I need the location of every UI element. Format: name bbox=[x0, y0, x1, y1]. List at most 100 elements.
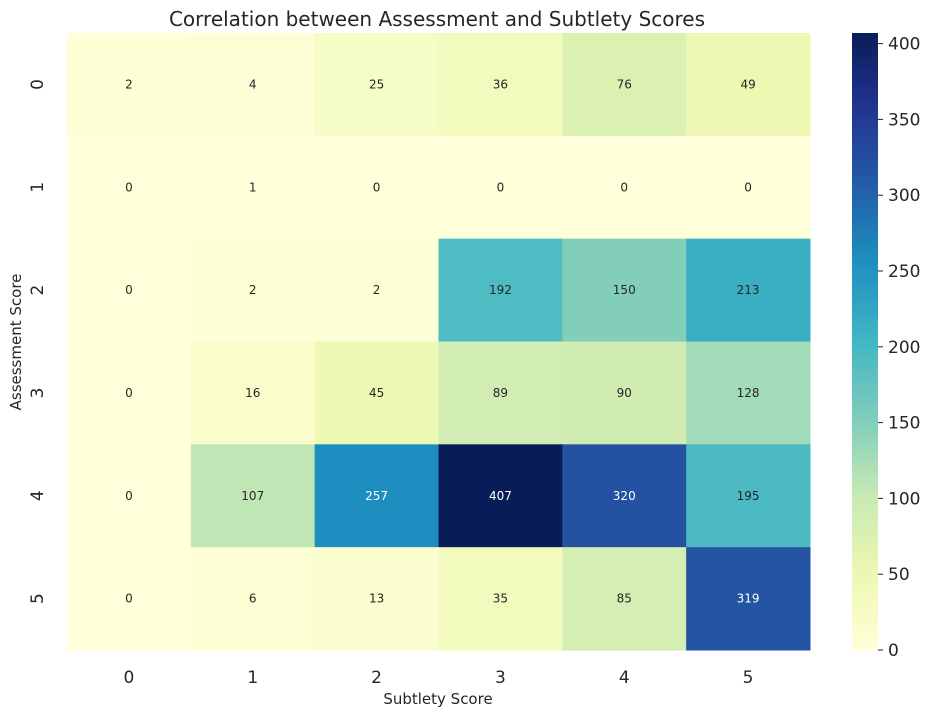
heatmap-cell bbox=[438, 33, 563, 137]
heatmap-cell bbox=[190, 135, 316, 240]
cell-value-label: 35 bbox=[493, 592, 508, 606]
heatmap-cell bbox=[438, 341, 563, 445]
x-tick-label: 0 bbox=[124, 668, 135, 688]
heatmap-cell bbox=[314, 135, 439, 240]
cell-value-label: 90 bbox=[617, 386, 632, 400]
heatmap-cell bbox=[562, 341, 687, 445]
heatmap-cell bbox=[190, 238, 316, 342]
cell-value-label: 2 bbox=[373, 283, 381, 297]
cell-value-label: 1 bbox=[249, 180, 257, 194]
colorbar-tick-label: 300 bbox=[888, 186, 920, 206]
heatmap-cell bbox=[190, 33, 316, 137]
cell-value-label: 195 bbox=[737, 489, 760, 503]
heatmap-cell bbox=[438, 135, 563, 240]
y-tick-label: 3 bbox=[28, 388, 48, 399]
heatmap-cell bbox=[314, 547, 439, 651]
heatmap-cell bbox=[314, 341, 439, 445]
cell-value-label: 0 bbox=[125, 180, 133, 194]
colorbar-tick-label: 400 bbox=[888, 35, 920, 55]
cell-value-label: 25 bbox=[369, 77, 384, 91]
cell-value-label: 150 bbox=[613, 283, 636, 297]
heatmap-cell bbox=[686, 444, 811, 548]
heatmap-cell bbox=[67, 444, 192, 548]
y-axis-ticks: 0 1 2 3 4 5 bbox=[28, 79, 48, 604]
cell-value-label: 0 bbox=[744, 180, 752, 194]
cell-value-label: 0 bbox=[497, 180, 505, 194]
y-tick-label: 0 bbox=[28, 79, 48, 90]
heatmap-cell bbox=[562, 444, 687, 548]
cell-value-label: 320 bbox=[613, 489, 636, 503]
heatmap-cell bbox=[314, 33, 439, 137]
heatmap-cell bbox=[190, 341, 316, 445]
chart-title: Correlation between Assessment and Subtl… bbox=[169, 7, 705, 31]
y-tick-label: 5 bbox=[28, 593, 48, 604]
cell-value-label: 89 bbox=[493, 386, 508, 400]
x-tick-label: 2 bbox=[371, 668, 382, 688]
heatmap-cell bbox=[67, 547, 192, 651]
colorbar-tick-label: 0 bbox=[888, 641, 899, 661]
heatmap-cell bbox=[438, 547, 563, 651]
heatmap-cell bbox=[67, 33, 192, 137]
colorbar-tick-label: 50 bbox=[888, 565, 910, 585]
cell-value-label: 76 bbox=[617, 77, 632, 91]
heatmap-cell bbox=[67, 238, 192, 342]
cell-value-label: 4 bbox=[249, 77, 257, 91]
heatmap-cell bbox=[562, 547, 687, 651]
colorbar-ticks: 0 50 100 150 200 250 300 350 400 bbox=[878, 35, 920, 661]
heatmap-cell bbox=[67, 135, 192, 240]
heatmap-cell bbox=[686, 238, 811, 342]
cell-value-label: 49 bbox=[740, 77, 755, 91]
cell-value-label: 0 bbox=[125, 283, 133, 297]
heatmap-cell bbox=[314, 238, 439, 342]
cell-value-label: 2 bbox=[125, 77, 133, 91]
heatmap-cell bbox=[562, 33, 687, 137]
heatmap-cell bbox=[190, 444, 316, 548]
cell-value-label: 36 bbox=[493, 77, 508, 91]
cell-value-label: 0 bbox=[373, 180, 381, 194]
x-tick-label: 1 bbox=[247, 668, 258, 688]
cell-value-label: 0 bbox=[620, 180, 628, 194]
cell-value-label: 2 bbox=[249, 283, 257, 297]
heatmap-cell bbox=[686, 135, 811, 240]
x-axis-ticks: 0 1 2 3 4 5 bbox=[124, 668, 754, 688]
heatmap-cell bbox=[686, 547, 811, 651]
cell-value-label: 319 bbox=[737, 592, 760, 606]
heatmap-cell bbox=[190, 547, 316, 651]
cell-value-label: 213 bbox=[737, 283, 760, 297]
cell-value-label: 107 bbox=[241, 489, 264, 503]
heatmap-cell bbox=[67, 341, 192, 445]
heatmap-cells: 2 4 25 36 76 49 0 1 0 0 0 0 0 2 2 192 150 213 0 16 45 89 90 128… bbox=[67, 33, 811, 651]
cell-value-label: 128 bbox=[737, 386, 760, 400]
cell-value-label: 0 bbox=[125, 592, 133, 606]
cell-value-label: 45 bbox=[369, 386, 384, 400]
colorbar-tick-label: 250 bbox=[888, 262, 920, 282]
heatmap-cell bbox=[562, 135, 687, 240]
x-tick-label: 3 bbox=[495, 668, 506, 688]
cell-value-label: 257 bbox=[365, 489, 388, 503]
cell-value-label: 0 bbox=[125, 489, 133, 503]
colorbar-tick-label: 200 bbox=[888, 338, 920, 358]
cell-value-label: 192 bbox=[489, 283, 512, 297]
heatmap-cell bbox=[314, 444, 439, 548]
heatmap-cell bbox=[438, 238, 563, 342]
colorbar-tick-label: 350 bbox=[888, 110, 920, 130]
cell-value-label: 13 bbox=[369, 592, 384, 606]
heatmap-cell bbox=[686, 33, 811, 137]
x-tick-label: 5 bbox=[743, 668, 754, 688]
cell-value-label: 6 bbox=[249, 592, 257, 606]
y-tick-label: 1 bbox=[28, 182, 48, 193]
cell-value-label: 0 bbox=[125, 386, 133, 400]
y-axis-label: Assessment Score bbox=[7, 274, 25, 411]
heatmap-cell bbox=[562, 238, 687, 342]
y-tick-label: 4 bbox=[28, 490, 48, 501]
x-tick-label: 4 bbox=[619, 668, 630, 688]
cell-value-label: 85 bbox=[617, 592, 632, 606]
colorbar-tick-label: 150 bbox=[888, 414, 920, 434]
heatmap-cell bbox=[438, 444, 563, 548]
y-tick-label: 2 bbox=[28, 285, 48, 296]
cell-value-label: 407 bbox=[489, 489, 512, 503]
x-axis-label: Subtlety Score bbox=[383, 690, 492, 708]
heatmap-cell bbox=[686, 341, 811, 445]
colorbar-tick-label: 100 bbox=[888, 489, 920, 509]
